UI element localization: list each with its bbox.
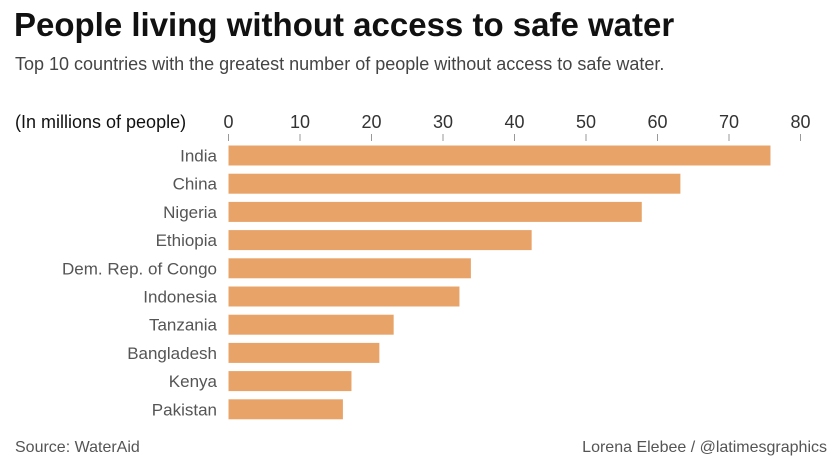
bar-indonesia <box>228 286 460 307</box>
chart-subtitle: Top 10 countries with the greatest numbe… <box>15 54 665 74</box>
bar-nigeria <box>228 201 642 222</box>
x-tick-label-20: 20 <box>361 112 381 132</box>
bar-dem-rep-of-congo <box>228 258 471 279</box>
bar-kenya <box>228 371 352 392</box>
category-label-india: India <box>180 147 217 166</box>
x-tick-label-10: 10 <box>290 112 310 132</box>
x-tick-label-40: 40 <box>504 112 524 132</box>
x-axis-label: (In millions of people) <box>15 112 186 132</box>
x-tick-label-50: 50 <box>576 112 596 132</box>
category-label-pakistan: Pakistan <box>152 400 217 419</box>
chart-title: People living without access to safe wat… <box>14 6 675 43</box>
category-label-ethiopia: Ethiopia <box>156 231 218 250</box>
category-label-tanzania: Tanzania <box>149 316 218 335</box>
x-tick-label-80: 80 <box>790 112 810 132</box>
category-label-nigeria: Nigeria <box>163 203 217 222</box>
category-label-indonesia: Indonesia <box>143 288 217 307</box>
bar-pakistan <box>228 399 343 420</box>
bar-china <box>228 173 681 194</box>
bar-bangladesh <box>228 342 380 363</box>
bar-india <box>228 145 771 166</box>
category-label-kenya: Kenya <box>169 372 218 391</box>
category-label-bangladesh: Bangladesh <box>127 344 217 363</box>
bar-tanzania <box>228 314 394 335</box>
category-label-china: China <box>173 175 218 194</box>
x-tick-label-0: 0 <box>223 112 233 132</box>
x-tick-label-60: 60 <box>647 112 667 132</box>
category-label-dem-rep-of-congo: Dem. Rep. of Congo <box>62 259 217 278</box>
x-tick-label-70: 70 <box>719 112 739 132</box>
source-note: Source: WaterAid <box>15 439 140 456</box>
credit-line: Lorena Elebee / @latimesgraphics <box>582 439 827 456</box>
bar-ethiopia <box>228 230 532 251</box>
x-tick-label-30: 30 <box>433 112 453 132</box>
